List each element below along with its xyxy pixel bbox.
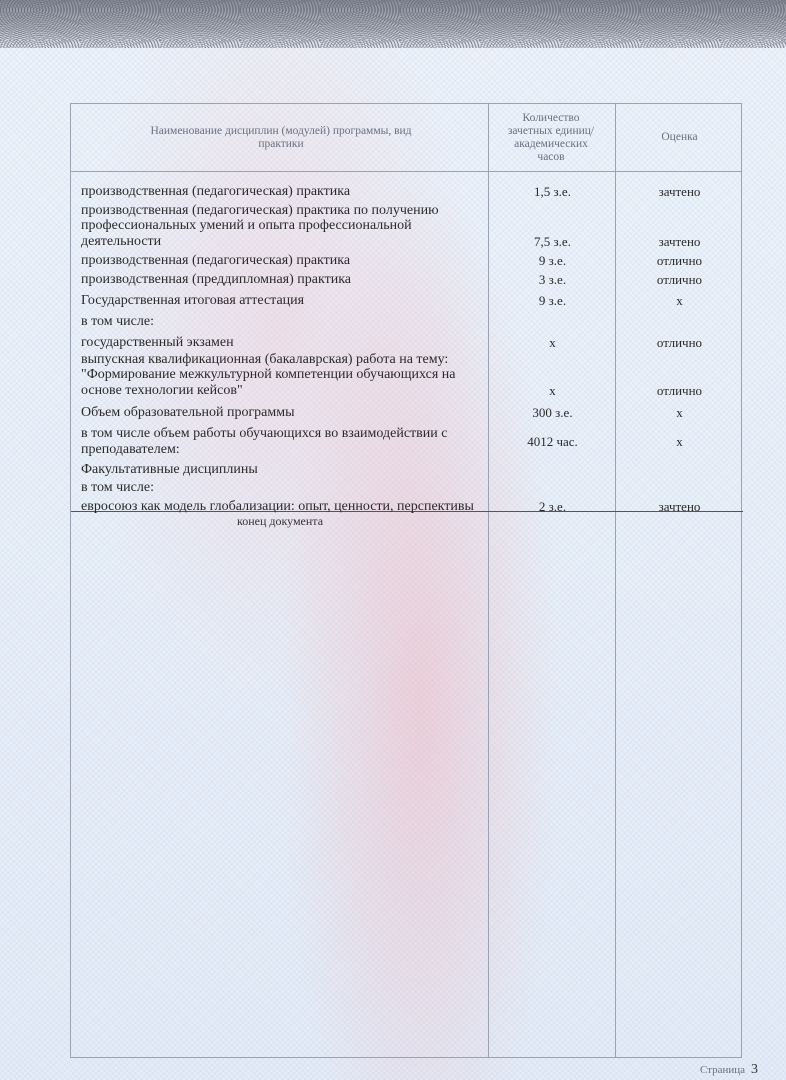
grade: зачтено xyxy=(658,233,701,249)
grade: зачтено xyxy=(658,183,701,199)
table-row: евросоюз как модель глобализации: опыт, … xyxy=(71,495,743,514)
table-row: в том числе: xyxy=(71,477,743,495)
discipline-name: в том числе: xyxy=(81,479,154,495)
discipline-name: Государственная итоговая аттестация xyxy=(81,292,305,308)
table-row: производственная (преддипломная) практик… xyxy=(71,268,743,287)
table-row: Факультативные дисциплины xyxy=(71,457,743,477)
discipline-name: Объем образовательной программы xyxy=(81,404,295,420)
grade: x xyxy=(676,404,683,420)
header-credits: Количество зачетных единиц/ академически… xyxy=(507,111,595,163)
credits: 4012 час. xyxy=(527,433,578,449)
table-row: Государственная итоговая аттестация 9 з.е… xyxy=(71,287,743,308)
discipline-name: в том числе объем работы обучающихся во … xyxy=(81,426,448,457)
credits: 300 з.е. xyxy=(532,404,573,420)
column-divider xyxy=(615,104,616,1057)
header-grade: Оценка xyxy=(661,131,698,143)
table-row: в том числе объем работы обучающихся во … xyxy=(71,420,743,457)
end-divider xyxy=(71,511,743,512)
grades-table: Наименование дисциплин (модулей) програм… xyxy=(70,103,743,1058)
table-row: производственная (педагогическая) практи… xyxy=(71,181,743,199)
credits: 9 з.е. xyxy=(538,292,567,308)
table-row: Объем образовательной программы 300 з.е. x xyxy=(71,398,743,420)
grade: отлично xyxy=(656,252,703,268)
page-label: Страница xyxy=(699,1064,745,1076)
discipline-name: Факультативные дисциплины xyxy=(81,461,258,477)
discipline-name: производственная (преддипломная) практик… xyxy=(81,271,351,287)
discipline-name: евросоюз как модель глобализации: опыт, … xyxy=(81,498,474,514)
table-body: производственная (педагогическая) практи… xyxy=(71,181,743,514)
credits: 3 з.е. xyxy=(538,271,567,287)
credits: 2 з.е. xyxy=(538,498,567,514)
grade: отлично xyxy=(656,382,703,398)
credits: 7,5 з.е. xyxy=(534,233,571,249)
credits: x xyxy=(549,334,556,350)
discipline-name: государственный экзамен xyxy=(81,334,234,350)
discipline-name: производственная (педагогическая) практи… xyxy=(81,183,351,199)
table-row: производственная (педагогическая) практи… xyxy=(71,199,743,249)
table-row: государственный экзамен x отлично xyxy=(71,329,743,350)
credits: x xyxy=(549,382,556,398)
discipline-name: производственная (педагогическая) практи… xyxy=(81,202,439,249)
credits: 1,5 з.е. xyxy=(534,183,571,199)
page-number: 3 xyxy=(751,1062,758,1077)
discipline-name: выпускная квалификационная (бакалаврская… xyxy=(81,351,456,398)
security-pattern-band xyxy=(0,0,786,48)
table-row: выпускная квалификационная (бакалаврская… xyxy=(71,350,743,398)
grade: зачтено xyxy=(658,498,701,514)
table-row: производственная (педагогическая) практи… xyxy=(71,249,743,268)
grade: отлично xyxy=(656,271,703,287)
page-footer: Страница 3 xyxy=(700,1062,758,1078)
credits: 9 з.е. xyxy=(538,252,567,268)
end-of-document-note: конец документа xyxy=(236,514,324,528)
table-row: в том числе: xyxy=(71,308,743,329)
grade: отлично xyxy=(656,334,703,350)
header-discipline: Наименование дисциплин (модулей) програм… xyxy=(150,124,412,150)
header-divider xyxy=(71,171,741,172)
discipline-name: производственная (педагогическая) практи… xyxy=(81,252,351,268)
grade: x xyxy=(676,433,683,449)
grade: x xyxy=(676,292,683,308)
column-divider xyxy=(488,104,489,1057)
discipline-name: в том числе: xyxy=(81,313,154,329)
